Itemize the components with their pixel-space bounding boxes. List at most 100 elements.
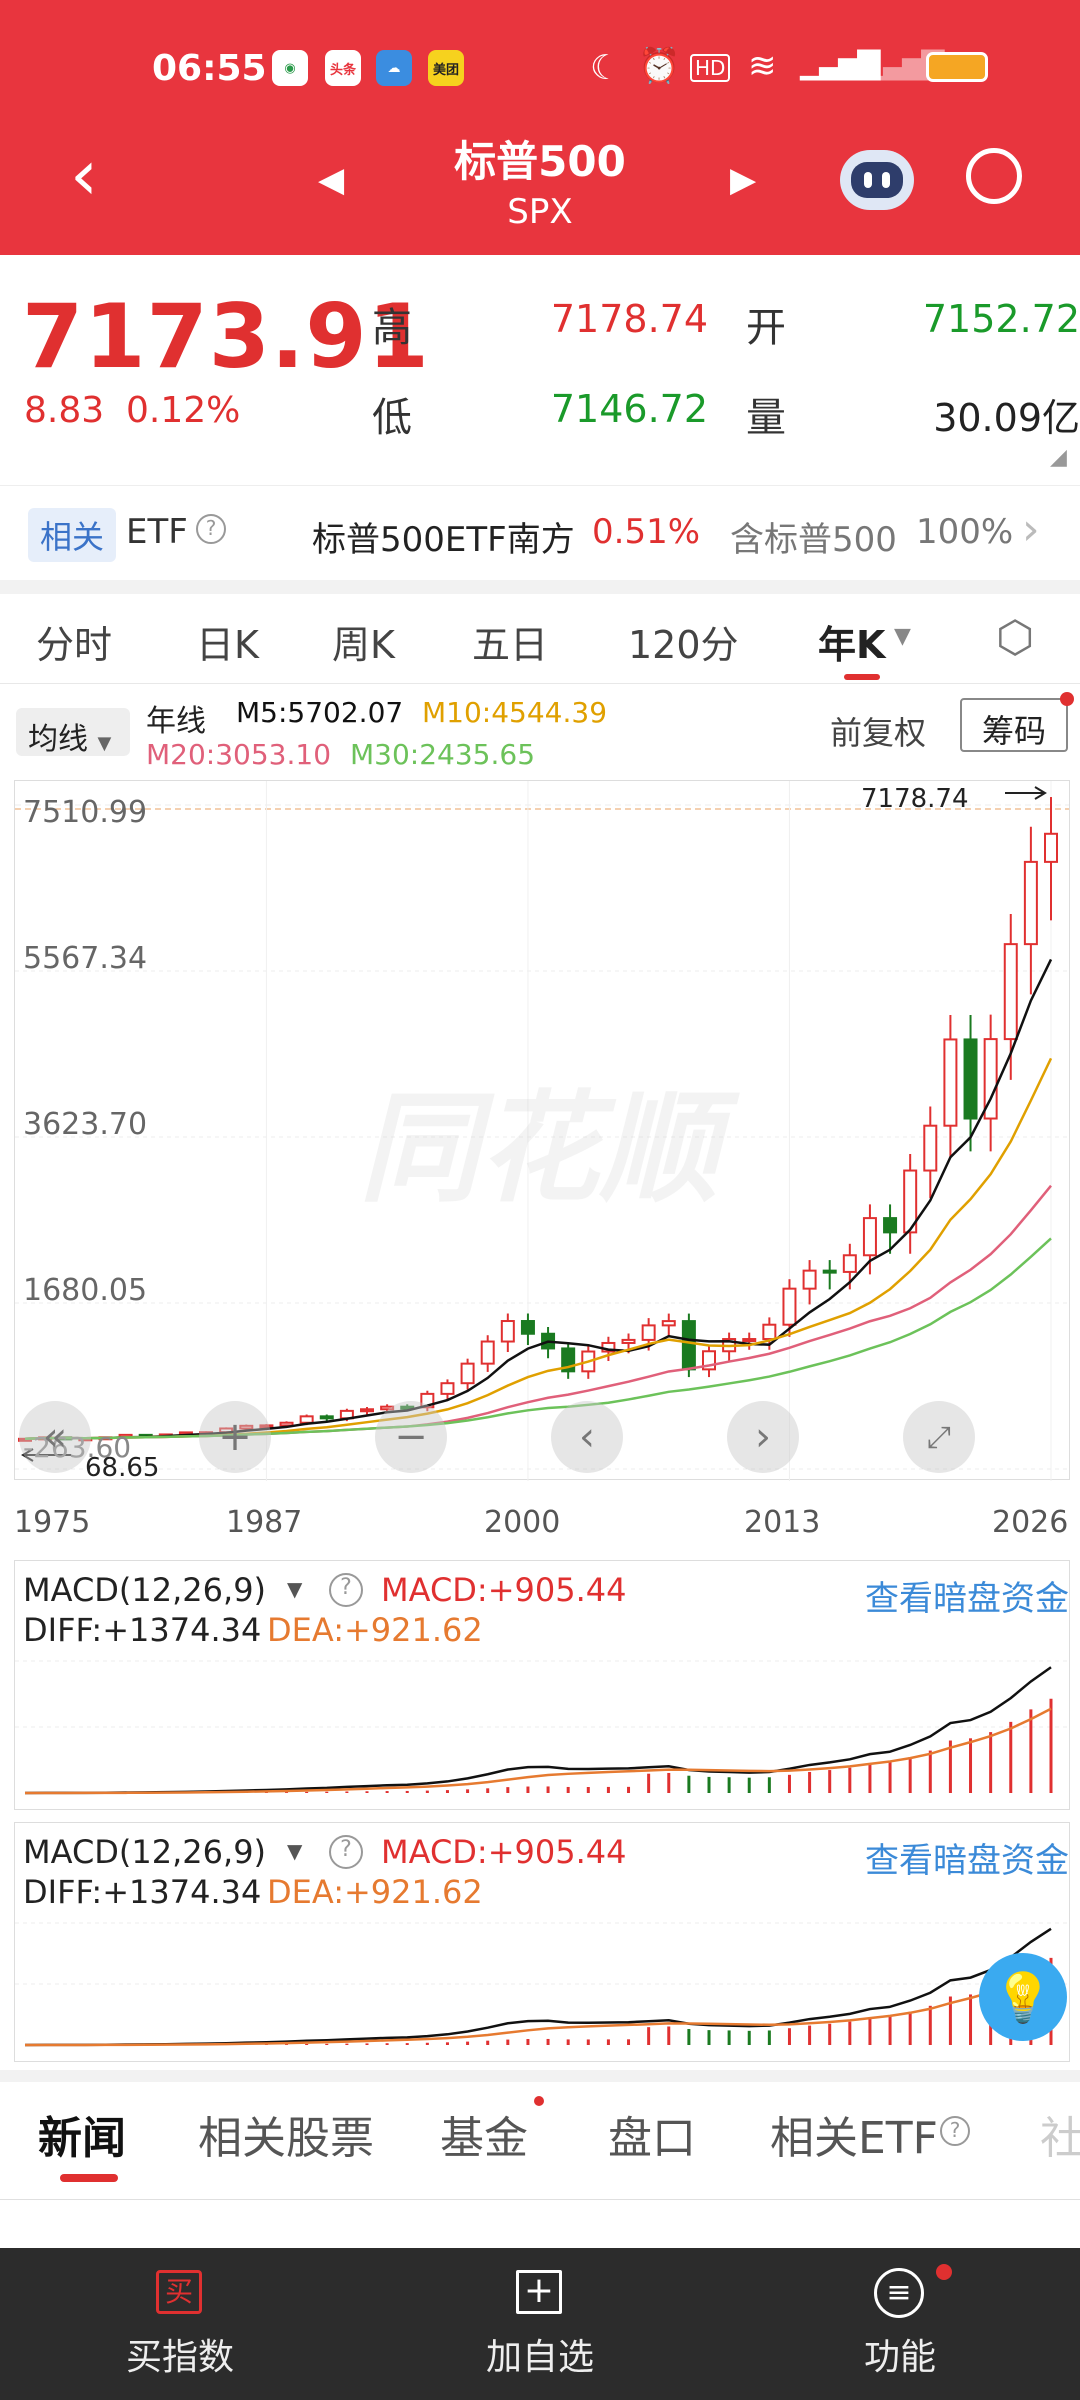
tab-intraday[interactable]: 分时: [36, 623, 113, 667]
period-tabs: 分时 日K 周K 五日 120分 年K ▼ ⬡: [0, 594, 1080, 684]
candle-body: [762, 1323, 777, 1341]
candle-body: [742, 1338, 757, 1343]
help-icon[interactable]: ?: [196, 514, 226, 544]
candle-body: [923, 1124, 938, 1172]
candle-body: [842, 1254, 857, 1273]
kline-chart[interactable]: 7510.99 5567.34 3623.70 1680.05 -263.60 …: [14, 780, 1070, 1483]
wifi-icon: ≋: [748, 46, 777, 86]
macd-panel-2[interactable]: MACD(12,26,9) ▼ ? MACD:+905.44 查看暗盘资金 DI…: [14, 1822, 1070, 2062]
expand-corner-icon[interactable]: ◢: [1050, 445, 1067, 470]
fullscreen-icon[interactable]: ⤢: [903, 1401, 975, 1473]
candle-body: [1003, 943, 1018, 1041]
high-value: 7178.74: [550, 297, 708, 341]
related-etf-bar[interactable]: 相关 ETF ? 标普500ETF南方 0.51% 含标普500 100% ›: [0, 485, 1080, 580]
y-label-bottom: -263.60: [23, 1431, 132, 1464]
tab-five-day[interactable]: 五日: [472, 623, 549, 667]
candle-body: [1044, 832, 1058, 863]
candle-body: [500, 1320, 515, 1343]
etf-holding-label: 含标普500: [730, 520, 897, 560]
tab-related-etf[interactable]: 相关ETF: [770, 2113, 938, 2164]
tab-related-stocks[interactable]: 相关股票: [198, 2113, 374, 2164]
macd-title[interactable]: MACD(12,26,9): [23, 1571, 267, 1609]
robot-assistant-icon[interactable]: [840, 150, 914, 210]
diff-value: DIFF:+1374.34: [23, 1611, 262, 1649]
lightbulb-icon[interactable]: 💡: [979, 1953, 1067, 2041]
search-icon[interactable]: [966, 148, 1022, 204]
functions-label: 功能: [863, 2337, 936, 2378]
macd-dropdown-icon[interactable]: ▼: [287, 1577, 303, 1601]
candle-body: [983, 1038, 998, 1120]
candle-body: [943, 1038, 958, 1127]
candle-body: [1023, 860, 1038, 946]
etf-help-icon[interactable]: ?: [940, 2116, 970, 2146]
y-label-top: 7510.99: [23, 795, 148, 830]
dark-pool-link[interactable]: 查看暗盘资金: [865, 1841, 1069, 1881]
candle-body: [802, 1269, 817, 1290]
alarm-icon: ⏰: [638, 46, 681, 86]
scroll-left-fast-icon[interactable]: «: [19, 1401, 91, 1473]
tab-yearly-k[interactable]: 年K: [818, 623, 886, 667]
section-divider: [0, 580, 1080, 594]
adjust-mode[interactable]: 前复权: [830, 714, 927, 752]
page-subtitle: SPX: [507, 192, 573, 232]
volume-label: 量: [746, 395, 786, 441]
low-value: 7146.72: [550, 387, 708, 431]
macd-panel-1[interactable]: MACD(12,26,9) ▼ ? MACD:+905.44 查看暗盘资金 DI…: [14, 1560, 1070, 1810]
quote-panel: 7173.91 8.83 0.12% 高 7178.74 开 7152.72 低…: [0, 255, 1080, 485]
y-label-3: 3623.70: [23, 1107, 148, 1142]
candle-body: [440, 1382, 455, 1395]
tab-order-book[interactable]: 盘口: [608, 2113, 696, 2164]
macd-title[interactable]: MACD(12,26,9): [23, 1833, 267, 1871]
x-label-1987: 1987: [226, 1505, 303, 1540]
candle-body: [299, 1415, 314, 1424]
indicator-row: 均线 ▼ 年线 M5:5702.07 M10:4544.39 M20:3053.…: [0, 690, 1080, 780]
add-watchlist-button[interactable]: + 加自选: [390, 2248, 690, 2400]
prev-stock-icon[interactable]: ◀: [318, 160, 345, 200]
zoom-out-icon[interactable]: −: [375, 1401, 447, 1473]
title-bar: ‹ ◀ 标普500 SPX ▶: [0, 110, 1080, 255]
max-marker: 7178.74: [861, 784, 969, 814]
settings-hexagon-icon[interactable]: ⬡: [996, 612, 1035, 663]
x-label-2013: 2013: [744, 1505, 821, 1540]
notification-dot: [1060, 692, 1074, 706]
macd-help-icon[interactable]: ?: [329, 1835, 363, 1869]
candle-body: [661, 1320, 676, 1327]
add-icon: +: [516, 2270, 562, 2314]
tab-weekly-k[interactable]: 周K: [332, 623, 395, 667]
tab-120min[interactable]: 120分: [628, 623, 739, 667]
functions-button[interactable]: ≡ 功能: [750, 2248, 1050, 2400]
scroll-right-icon[interactable]: ›: [727, 1401, 799, 1473]
tab-funds[interactable]: 基金: [440, 2113, 528, 2164]
ma30-line: [24, 1237, 1052, 1441]
tab-daily-k[interactable]: 日K: [196, 623, 259, 667]
diff-line: [24, 1927, 1052, 2047]
candle-body: [460, 1362, 475, 1385]
ma-selector[interactable]: 均线 ▼: [16, 708, 130, 757]
macd-dropdown-icon[interactable]: ▼: [287, 1839, 303, 1863]
scroll-left-icon[interactable]: ‹: [551, 1401, 623, 1473]
candle-body: [621, 1338, 636, 1344]
chips-button[interactable]: 筹码: [960, 698, 1068, 752]
m30-value: M30:2435.65: [350, 738, 536, 771]
candle-body: [903, 1169, 918, 1234]
zoom-in-icon[interactable]: +: [199, 1401, 271, 1473]
back-icon[interactable]: ‹: [70, 134, 98, 216]
candle-body: [400, 1405, 415, 1410]
buy-icon: 买: [156, 2270, 202, 2314]
price-change: 8.83: [24, 390, 105, 431]
dropdown-arrow-icon[interactable]: ▼: [894, 624, 911, 649]
dark-pool-link[interactable]: 查看暗盘资金: [865, 1579, 1069, 1619]
signal-icon: ▁▃▅▇: [800, 46, 880, 81]
etf-label: ETF: [126, 512, 188, 552]
next-stock-icon[interactable]: ▶: [730, 160, 757, 200]
weather-icon: ☁: [376, 50, 412, 86]
buy-index-button[interactable]: 买 买指数: [30, 2248, 330, 2400]
macd-help-icon[interactable]: ?: [329, 1573, 363, 1607]
min-marker: 68.65: [85, 1453, 160, 1483]
related-tag: 相关: [28, 508, 117, 562]
open-value: 7152.72: [922, 297, 1080, 341]
candle-body: [380, 1405, 395, 1411]
tab-news[interactable]: 新闻: [38, 2113, 126, 2164]
open-label: 开: [746, 305, 786, 351]
tab-community[interactable]: 社: [1040, 2113, 1080, 2164]
